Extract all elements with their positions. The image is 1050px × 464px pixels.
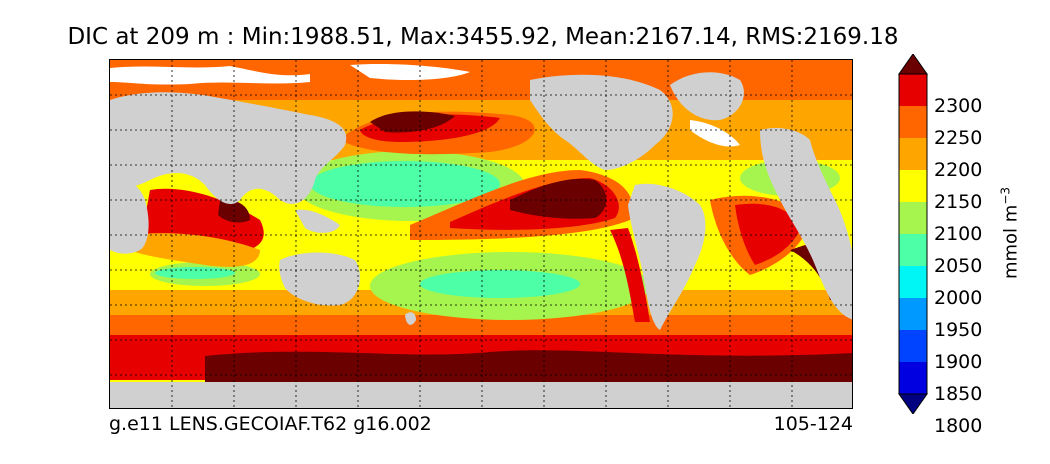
colorbar-tick-label: 1850 bbox=[934, 383, 983, 405]
year-range-label: 105-124 bbox=[773, 413, 853, 435]
labrador-ice bbox=[690, 120, 740, 147]
colorbar-units: mmol m−3 bbox=[999, 187, 1022, 279]
south-america-landmass bbox=[628, 183, 706, 330]
colorbar-band bbox=[899, 266, 927, 299]
north-pacific-max bbox=[370, 111, 455, 133]
colorbar-band bbox=[899, 330, 927, 363]
colorbar-band bbox=[899, 74, 927, 107]
polar-south-band bbox=[205, 350, 852, 382]
colorbar-tick-label: 2200 bbox=[934, 159, 983, 181]
colorbar-extension-top bbox=[898, 54, 928, 75]
colorbar-tick-label: 1900 bbox=[934, 351, 983, 373]
north-america-landmass bbox=[530, 74, 673, 170]
africa-west-landmass bbox=[760, 128, 852, 320]
colorbar-band bbox=[899, 138, 927, 171]
colorbar-band bbox=[899, 234, 927, 267]
subpolar-south-band bbox=[110, 315, 852, 337]
australia-landmass bbox=[279, 252, 360, 306]
indian-gyre-core bbox=[155, 267, 235, 279]
arctic-ice-pacific bbox=[110, 66, 310, 85]
colorbar-tick-label: 2250 bbox=[934, 127, 983, 149]
new-zealand-landmass bbox=[405, 312, 416, 325]
units-text: mmol m bbox=[1000, 204, 1022, 280]
colorbar-extension-bottom bbox=[898, 393, 928, 414]
map-canvas bbox=[110, 60, 852, 408]
colorbar-tick-label: 2150 bbox=[934, 191, 983, 213]
eq-atlantic-red bbox=[735, 203, 800, 265]
units-exponent: −3 bbox=[998, 186, 1013, 205]
africa-east-landmass bbox=[110, 178, 149, 254]
indian-transition bbox=[130, 233, 260, 267]
colorbar bbox=[898, 54, 928, 414]
indonesia-landmass bbox=[295, 209, 340, 233]
map-title: DIC at 209 m : Min:1988.51, Max:3455.92,… bbox=[67, 24, 899, 50]
colorbar-tick-label: 1950 bbox=[934, 319, 983, 341]
colorbar-band bbox=[899, 202, 927, 235]
model-case-label: g.e11 LENS.GECOIAF.T62 g16.002 bbox=[109, 413, 432, 435]
north-pacific-gyre-core bbox=[310, 161, 500, 207]
colorbar-tick-label: 2300 bbox=[934, 95, 983, 117]
colorbar-band bbox=[899, 362, 927, 395]
peru-current bbox=[610, 228, 650, 322]
eq-pacific-max bbox=[510, 178, 607, 219]
arctic-ice-central bbox=[350, 63, 470, 80]
colorbar-tick-label: 2050 bbox=[934, 255, 983, 277]
dic-map bbox=[109, 59, 853, 409]
colorbar-tick-label: 2000 bbox=[934, 287, 983, 309]
eurasia-landmass bbox=[110, 92, 347, 205]
greenland-landmass bbox=[670, 72, 744, 121]
colorbar-band bbox=[899, 170, 927, 203]
colorbar-tick-label: 2100 bbox=[934, 223, 983, 245]
graticule bbox=[110, 60, 852, 408]
antarctica-landmass bbox=[110, 382, 852, 408]
colorbar-tick-label: 1800 bbox=[934, 415, 983, 437]
colorbar-band bbox=[899, 298, 927, 331]
colorbar-band bbox=[899, 106, 927, 139]
south-pacific-gyre-core bbox=[420, 270, 580, 298]
